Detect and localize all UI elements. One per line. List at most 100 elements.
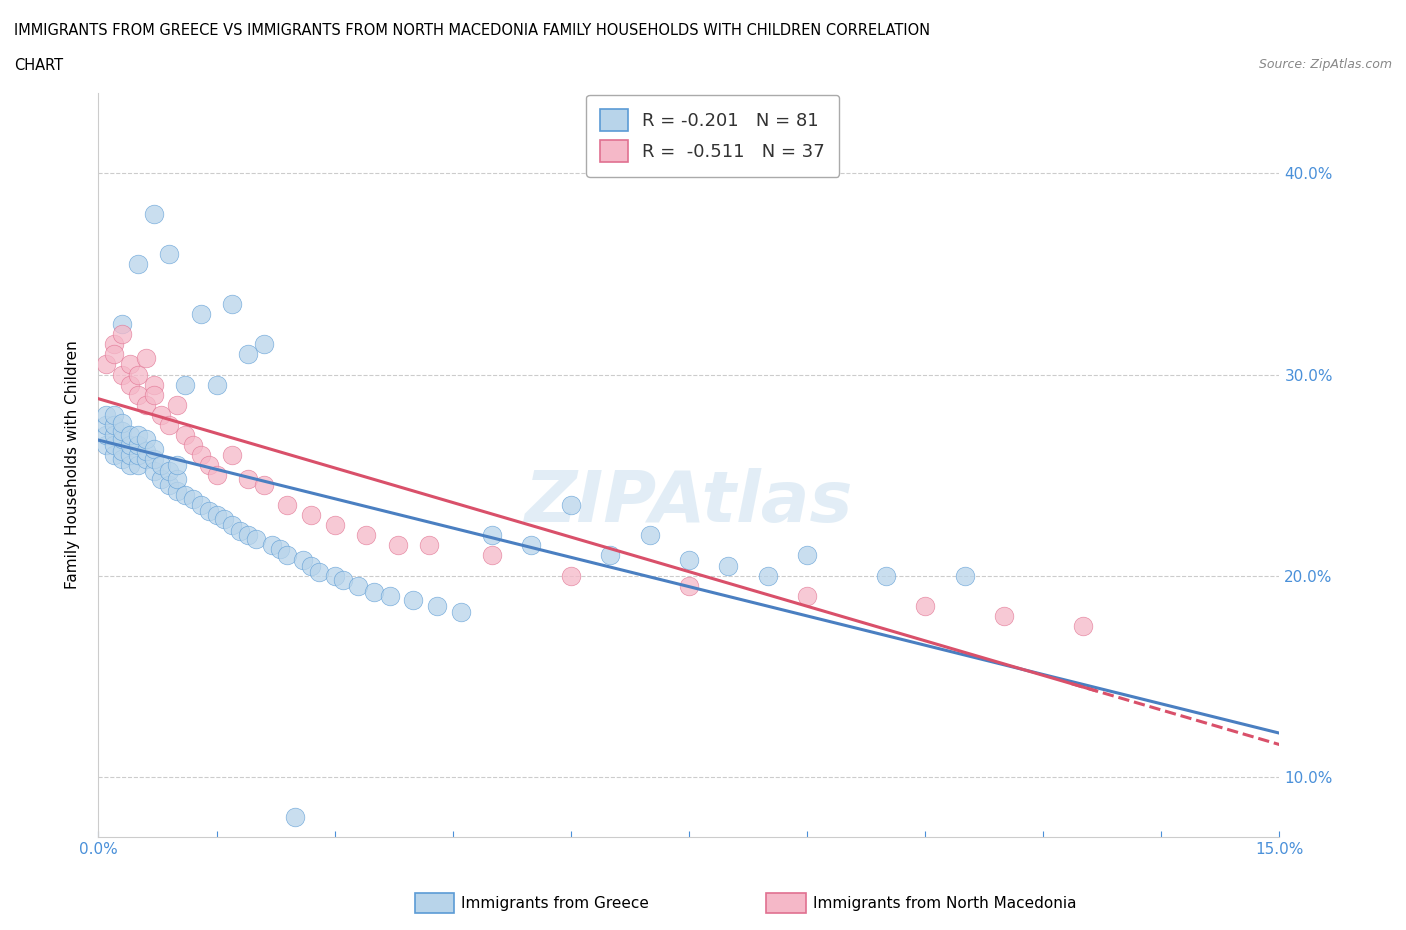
Text: Immigrants from Greece: Immigrants from Greece bbox=[461, 897, 650, 911]
Text: Immigrants from North Macedonia: Immigrants from North Macedonia bbox=[813, 897, 1076, 911]
Point bbox=[260, 538, 283, 552]
Point bbox=[269, 542, 291, 557]
Point bbox=[174, 487, 197, 502]
Point bbox=[111, 432, 134, 446]
Point bbox=[118, 458, 141, 472]
Point bbox=[253, 337, 276, 352]
Point bbox=[197, 504, 219, 519]
Point bbox=[953, 568, 976, 583]
Text: IMMIGRANTS FROM GREECE VS IMMIGRANTS FROM NORTH MACEDONIA FAMILY HOUSEHOLDS WITH: IMMIGRANTS FROM GREECE VS IMMIGRANTS FRO… bbox=[14, 23, 931, 38]
Point bbox=[118, 378, 141, 392]
Point bbox=[103, 418, 125, 432]
Point bbox=[111, 317, 134, 332]
Point bbox=[181, 492, 204, 507]
Point bbox=[174, 428, 197, 443]
Point bbox=[135, 452, 157, 467]
Point bbox=[450, 604, 472, 619]
Point bbox=[354, 528, 377, 543]
Point bbox=[174, 378, 197, 392]
Point bbox=[150, 458, 173, 472]
Point bbox=[308, 565, 330, 579]
Point bbox=[150, 407, 173, 422]
Point bbox=[103, 337, 125, 352]
Point bbox=[236, 347, 259, 362]
Text: ZIPAtlas: ZIPAtlas bbox=[524, 468, 853, 537]
Point bbox=[276, 548, 298, 563]
Point bbox=[118, 428, 141, 443]
Point bbox=[190, 498, 212, 512]
Point bbox=[157, 418, 180, 432]
Point bbox=[387, 538, 409, 552]
Point bbox=[678, 552, 700, 567]
Point bbox=[150, 472, 173, 486]
Point bbox=[993, 608, 1015, 623]
Point bbox=[214, 512, 236, 526]
Point bbox=[111, 416, 134, 431]
Point bbox=[118, 437, 141, 452]
Point bbox=[245, 532, 267, 547]
Point bbox=[103, 447, 125, 462]
Point bbox=[717, 558, 740, 573]
Point bbox=[166, 472, 188, 486]
Point bbox=[481, 548, 503, 563]
Point bbox=[875, 568, 897, 583]
Point bbox=[127, 257, 149, 272]
Point bbox=[103, 347, 125, 362]
Point bbox=[520, 538, 543, 552]
Text: Source: ZipAtlas.com: Source: ZipAtlas.com bbox=[1258, 58, 1392, 71]
Point bbox=[127, 458, 149, 472]
Point bbox=[103, 428, 125, 443]
Point bbox=[236, 472, 259, 486]
Point bbox=[190, 447, 212, 462]
Y-axis label: Family Households with Children: Family Households with Children bbox=[65, 340, 80, 590]
Point bbox=[678, 578, 700, 593]
Point bbox=[253, 478, 276, 493]
Point bbox=[166, 484, 188, 498]
Point bbox=[402, 592, 425, 607]
Point bbox=[135, 397, 157, 412]
Point bbox=[103, 407, 125, 422]
Point bbox=[142, 452, 165, 467]
Point bbox=[181, 437, 204, 452]
Point bbox=[756, 568, 779, 583]
Point bbox=[481, 528, 503, 543]
Point bbox=[284, 809, 307, 824]
Point bbox=[135, 432, 157, 446]
Point bbox=[221, 297, 243, 312]
Point bbox=[96, 428, 118, 443]
Text: CHART: CHART bbox=[14, 58, 63, 73]
Point bbox=[127, 428, 149, 443]
Point bbox=[638, 528, 661, 543]
Point bbox=[378, 589, 401, 604]
Point bbox=[332, 572, 354, 587]
Point bbox=[796, 548, 818, 563]
Point bbox=[197, 458, 219, 472]
Point bbox=[111, 367, 134, 382]
Point bbox=[135, 444, 157, 458]
Point bbox=[236, 528, 259, 543]
Point bbox=[96, 418, 118, 432]
Point bbox=[363, 584, 385, 599]
Point bbox=[96, 407, 118, 422]
Point bbox=[142, 378, 165, 392]
Point bbox=[796, 589, 818, 604]
Point bbox=[142, 442, 165, 457]
Point bbox=[347, 578, 370, 593]
Point bbox=[221, 447, 243, 462]
Point bbox=[111, 326, 134, 341]
Point bbox=[323, 518, 346, 533]
Point bbox=[142, 387, 165, 402]
Legend: R = -0.201   N = 81, R =  -0.511   N = 37: R = -0.201 N = 81, R = -0.511 N = 37 bbox=[586, 95, 839, 177]
Point bbox=[118, 447, 141, 462]
Point bbox=[127, 387, 149, 402]
Point bbox=[111, 444, 134, 458]
Point bbox=[426, 598, 449, 613]
Point bbox=[166, 458, 188, 472]
Point bbox=[205, 378, 228, 392]
Point bbox=[166, 397, 188, 412]
Point bbox=[127, 447, 149, 462]
Point bbox=[142, 206, 165, 221]
Point bbox=[96, 437, 118, 452]
Point bbox=[157, 463, 180, 478]
Point bbox=[323, 568, 346, 583]
